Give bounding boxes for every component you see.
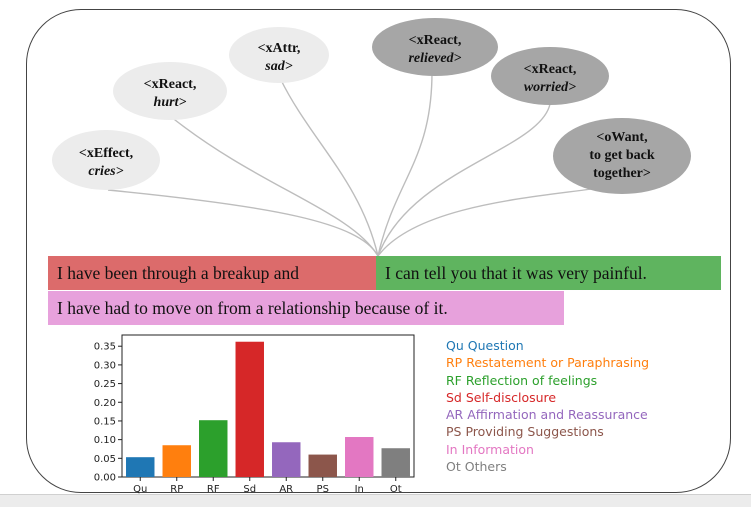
legend-item-rp: RP Restatement or Paraphrasing (446, 355, 650, 371)
legend-item-sd: Sd Self-disclosure (446, 389, 557, 405)
y-tick-label: 0.20 (94, 398, 116, 409)
node-xattr-value: sad> (264, 59, 292, 74)
node-xeffect-bubble (52, 130, 160, 190)
node-owant-value: to get back (589, 148, 655, 163)
x-tick-label: AR (279, 484, 293, 495)
x-tick-label: RP (170, 484, 183, 495)
branch-xeffect (107, 189, 379, 257)
bar-qu (126, 457, 155, 477)
bar-in (345, 437, 374, 477)
y-tick-label: 0.10 (94, 435, 116, 446)
node-xreact-hurt-value: hurt> (154, 95, 187, 110)
legend-item-rf: RF Reflection of feelings (446, 372, 598, 388)
node-xreact-worried-bubble (491, 47, 609, 105)
y-tick-label: 0.05 (94, 454, 116, 465)
sentence-segment-1: I have been through a breakup and (48, 256, 376, 290)
x-tick-label: RF (207, 484, 220, 495)
node-xattr-relation: <xAttr, (258, 41, 301, 56)
strategy-legend: Qu Question RP Restatement or Paraphrasi… (446, 337, 649, 475)
bar-ps (308, 454, 337, 477)
bar-rp (162, 445, 191, 477)
y-tick-label: 0.00 (94, 473, 116, 484)
node-xreact-hurt-relation: <xReact, (144, 77, 197, 92)
y-tick-label: 0.25 (94, 379, 116, 390)
diagram-frame (26, 9, 731, 493)
node-xreact-relieved-bubble (372, 18, 498, 76)
node-owant-value-line2: together> (593, 166, 651, 181)
node-xattr-bubble (229, 27, 329, 83)
bar-rf (199, 420, 228, 477)
node-xreact-worried-value: worried> (524, 80, 576, 95)
branch-xattr (279, 77, 379, 257)
legend-item-ar: AR Affirmation and Reassurance (446, 407, 648, 423)
node-xreact-relieved: <xReact, relieved> (372, 18, 498, 76)
node-xeffect: <xEffect, cries> (52, 130, 160, 190)
node-owant-relation: <oWant, (596, 130, 647, 145)
sentence-segment-2: I can tell you that it was very painful. (376, 256, 721, 290)
bar-ar (272, 442, 301, 477)
x-tick-label: In (355, 484, 364, 495)
y-tick-label: 0.15 (94, 416, 116, 427)
legend-item-ot: Ot Others (446, 459, 507, 475)
branch-xreact-worried (377, 103, 551, 257)
node-owant: <oWant, to get back together> (553, 118, 691, 194)
strategy-distribution-chart: 0.00 0.05 0.10 0.15 0.20 0.25 0.30 0.35 Qu RP RF Sd… (94, 334, 415, 495)
node-xeffect-relation: <xEffect, (79, 146, 133, 161)
node-xreact-relieved-value: relieved> (408, 51, 461, 66)
legend-item-ps: PS Providing Suggestions (446, 424, 604, 440)
legend-item-in: In Information (446, 441, 534, 457)
bar-ot (381, 448, 410, 477)
node-xreact-hurt: <xReact, hurt> (113, 62, 227, 120)
bottom-scrollbar (0, 494, 751, 507)
branch-xreact-relieved (377, 71, 433, 257)
node-xreact-relieved-relation: <xReact, (409, 33, 462, 48)
y-tick-label: 0.30 (94, 360, 116, 371)
sentence-segment-3: I have had to move on from a relationshi… (48, 291, 564, 325)
bar-sd (235, 341, 264, 477)
x-tick-label: Ot (390, 484, 402, 495)
node-xreact-worried: <xReact, worried> (491, 47, 609, 105)
node-xattr: <xAttr, sad> (229, 27, 329, 83)
node-xreact-hurt-bubble (113, 62, 227, 120)
x-tick-label: Sd (243, 484, 256, 495)
y-tick-label: 0.35 (94, 342, 116, 353)
branch-owant (377, 185, 611, 257)
branch-xreact-hurt (169, 115, 379, 257)
x-tick-label: PS (317, 484, 329, 495)
node-owant-bubble (553, 118, 691, 194)
node-xeffect-value: cries> (88, 164, 123, 179)
legend-item-qu: Qu Question (446, 338, 524, 353)
x-tick-label: Qu (133, 484, 147, 495)
node-xreact-worried-relation: <xReact, (524, 62, 577, 77)
